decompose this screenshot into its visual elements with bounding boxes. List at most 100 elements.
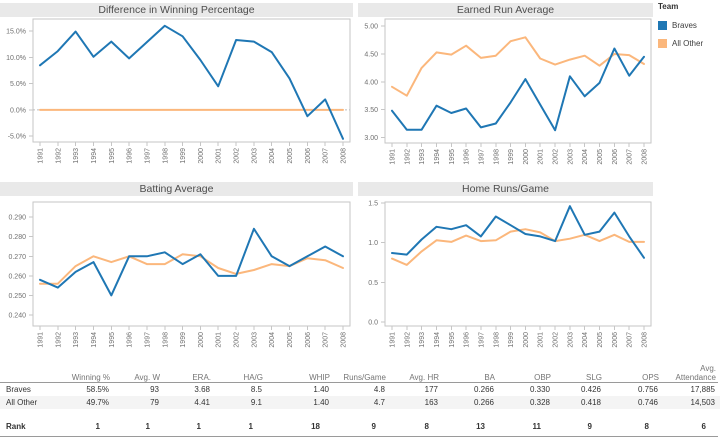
table-cell: 177 [424,385,438,394]
table-header-avg-hr: Avg. HR [409,372,439,382]
x-tick-label: 1995 [449,149,456,165]
series-line-all-other[interactable] [391,36,645,97]
y-tick-label: 0.250 [8,293,26,300]
x-tick-label: 1996 [464,149,471,165]
table-cell: 58.5% [86,385,109,394]
x-tick-label: 2000 [198,332,205,348]
table-header-era-: ERA. [192,372,211,382]
x-tick-label: 2001 [216,332,223,348]
x-tick-label: 1996 [127,332,134,348]
table-cell: 0.418 [580,398,601,407]
table-header-runs-game: Runs/Game [343,372,386,382]
table-cell: 0.330 [529,385,550,394]
y-tick-label: 0.260 [8,273,26,280]
x-tick-label: 1999 [508,332,515,348]
legend-item-label: Braves [672,20,697,30]
x-tick-label: 1993 [419,332,426,348]
y-tick-label: 0.290 [8,215,26,222]
x-tick-label: 2005 [287,332,294,348]
x-tick-label: 2007 [627,149,634,165]
legend-item-label: All Other [672,38,704,48]
table-cell: 0.266 [473,398,494,407]
x-tick-label: 2003 [567,149,574,165]
table-header-avg-w: Avg. W [134,372,160,382]
legend-title: Team [658,2,679,11]
table-rule [0,436,718,437]
series-line-all-other[interactable] [391,228,645,266]
table-cell: 1 [145,422,150,431]
table-row-rank: Rank 1 1 1 1 18 9 8 13 11 9 8 6 [0,420,720,434]
x-tick-label: 2008 [642,149,649,165]
x-tick-label: 2008 [341,148,348,164]
y-tick-label: 3.00 [364,135,378,142]
x-tick-label: 2004 [269,332,276,348]
chart-plot-area: 3.00 3.50 4.00 4.50 5.00 1991 1992 1993 1994 1995… [364,18,652,165]
table-cell: 11 [532,422,541,431]
x-tick-label: 2002 [234,148,241,164]
series-line-braves[interactable] [39,227,344,297]
x-tick-label: 2002 [234,332,241,348]
chart-plot-area: -5.0% 0.0% 5.0% 10.0% 15.0% 1991 1992 1993 1994 1… [6,18,351,164]
table-cell: 0.746 [637,398,658,407]
x-tick-label: 2000 [523,149,530,165]
table-cell: 1 [95,422,100,431]
table-cell: 1.40 [313,385,329,394]
table-cell: 14,503 [690,398,715,407]
table-cell: 9 [587,422,592,431]
x-tick-label: 1998 [162,148,169,164]
plot-border [32,18,351,143]
x-tick-label: 2001 [538,332,545,348]
table-cell: 6 [701,422,706,431]
legend-swatch-icon [658,38,667,48]
y-tick-label: 0.240 [8,313,26,320]
y-tick-label: 0.0% [10,107,26,114]
x-tick-label: 2004 [269,148,276,164]
series-line-braves[interactable] [39,24,344,140]
table-cell: 93 [150,385,159,394]
y-tick-label: 3.50 [364,107,378,114]
table-cell: 13 [476,422,485,431]
y-tick-label: 10.0% [6,55,26,62]
series-line-braves[interactable] [391,47,645,132]
table-cell: 9.1 [250,398,262,407]
legend-item-braves[interactable]: Braves [658,16,720,34]
x-tick-label: 1995 [449,332,456,348]
x-tick-label: 1999 [180,148,187,164]
plot-border [384,201,652,327]
table-cell: 9 [371,422,376,431]
y-tick-label: 1.0 [368,240,378,247]
x-tick-label: 1992 [404,332,411,348]
table-cell: 18 [311,422,320,431]
x-tick-label: 2007 [323,148,330,164]
x-tick-label: 2006 [305,148,312,164]
x-tick-label: 1994 [91,332,98,348]
table-header-ops: OPS [642,372,659,382]
series-line-braves[interactable] [391,205,645,259]
plot-border [384,18,652,144]
plot-border [32,201,351,327]
x-tick-label: 1994 [91,148,98,164]
table-cell: 4.41 [194,398,210,407]
table-header-whip: WHIP [309,372,330,382]
legend-item-all-other[interactable]: All Other [658,34,720,52]
row-label: Braves [6,385,31,394]
x-tick-label: 1998 [493,332,500,348]
chart-title: Batting Average [0,182,353,196]
table-header-obp: OBP [534,372,551,382]
chart-batting-average: Batting Average 0.240 0.250 0.260 0.270 0.28… [0,181,353,357]
table-cell: 49.7% [86,398,109,407]
x-tick-label: 2004 [582,149,589,165]
table-cell: 1 [248,422,253,431]
y-tick-label: -5.0% [8,134,26,141]
x-tick-label: 1992 [55,148,62,164]
chart-title: Difference in Winning Percentage [0,3,353,17]
x-tick-label: 2006 [612,332,619,348]
x-tick-label: 2002 [553,149,560,165]
table-cell: 0.756 [637,385,658,394]
table-cell: 79 [150,398,159,407]
x-tick-label: 2003 [251,332,258,348]
chart-plot-area: 0.240 0.250 0.260 0.270 0.280 0.290 1991 1992 19… [8,201,351,348]
table-cell: 8.5 [250,385,262,394]
table-header-ha-g: HA/G [243,372,263,382]
